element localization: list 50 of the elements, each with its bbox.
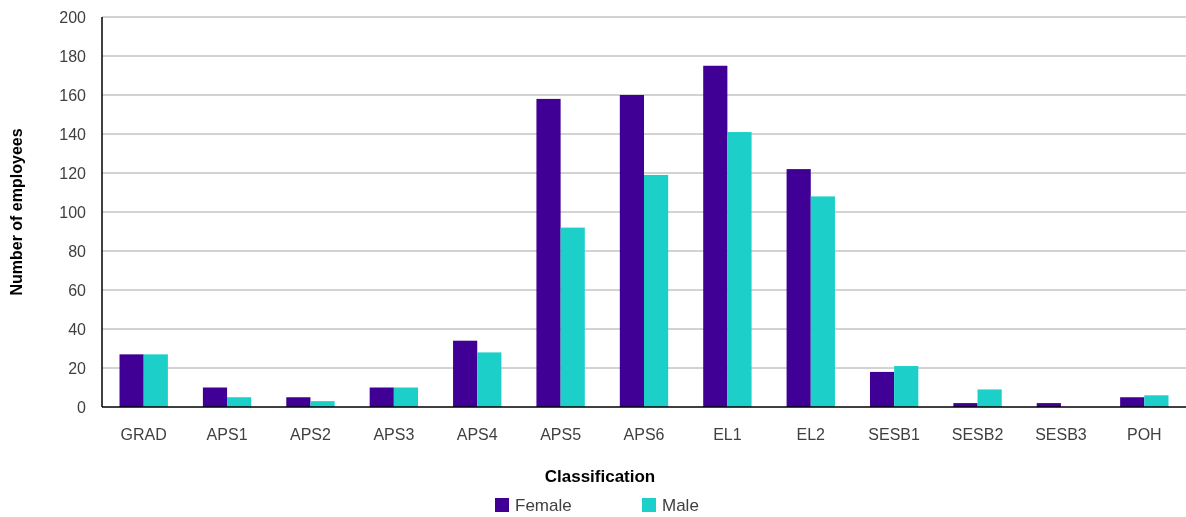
- bar: [894, 366, 919, 407]
- bar: [619, 95, 644, 407]
- bar: [810, 196, 835, 407]
- y-tick-label: 100: [59, 203, 87, 221]
- x-tick-label: APS2: [290, 426, 332, 443]
- bar: [393, 387, 419, 407]
- y-tick-label: 180: [59, 47, 87, 65]
- x-tick-label: POH: [1126, 426, 1162, 443]
- x-axis-title: Classification: [544, 467, 656, 486]
- y-tick-label: 200: [59, 8, 87, 26]
- y-tick-label: 20: [68, 359, 87, 377]
- x-tick-label: SESB1: [868, 426, 921, 443]
- bar: [286, 397, 311, 407]
- bar: [977, 389, 1002, 407]
- x-tick-label: SESB2: [951, 426, 1004, 443]
- legend-label: Female: [515, 495, 572, 515]
- x-tick-label: APS3: [373, 426, 415, 443]
- bar: [727, 132, 752, 407]
- x-tick-label: GRAD: [120, 426, 167, 443]
- bar: [1120, 397, 1145, 407]
- bar: [477, 352, 502, 407]
- bar: [644, 174, 669, 407]
- y-tick-label: 60: [68, 281, 87, 299]
- y-tick-label: 140: [59, 125, 87, 143]
- y-tick-label: 120: [59, 164, 87, 182]
- y-tick-label: 80: [68, 242, 87, 260]
- x-tick-label: APS5: [540, 426, 582, 443]
- x-tick-label: APS6: [623, 426, 665, 443]
- bar: [869, 371, 895, 407]
- x-tick-label: APS4: [456, 426, 498, 443]
- bar: [119, 354, 144, 407]
- bar: [786, 169, 811, 407]
- y-tick-label: 40: [68, 320, 87, 338]
- bar: [1144, 395, 1169, 407]
- y-tick-label: 160: [59, 86, 87, 104]
- y-axis-title: Number of employees: [8, 128, 25, 296]
- bar: [536, 98, 561, 407]
- y-tick-label: 0: [77, 398, 87, 416]
- bar: [227, 397, 252, 407]
- bar: [453, 340, 478, 407]
- x-tick-label: SESB3: [1035, 426, 1087, 443]
- x-tick-label: EL1: [713, 426, 742, 443]
- legend-label: Male: [662, 495, 699, 515]
- bar: [369, 387, 394, 407]
- bar: [560, 227, 585, 407]
- bar: [703, 65, 728, 407]
- x-tick-label: EL2: [796, 426, 826, 443]
- bar: [143, 354, 168, 407]
- x-tick-label: APS1: [206, 426, 248, 443]
- bar: [202, 387, 228, 407]
